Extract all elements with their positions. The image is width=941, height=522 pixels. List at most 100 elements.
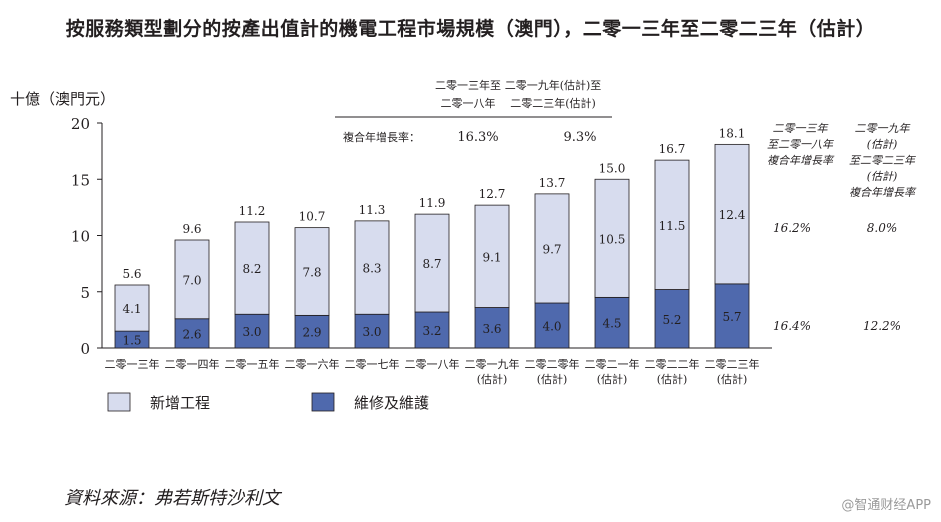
x-tick-label: (估計) [537,372,568,386]
data-label-total: 11.9 [419,196,446,210]
data-label-maintenance: 3.0 [242,325,261,339]
x-tick-label: 二零一五年 [225,357,280,371]
bar-maintenance [594,296,630,349]
x-tick-label: 二零一七年 [345,357,400,371]
data-label-maintenance: 4.0 [542,320,561,334]
side-cagr-header-2: 複合年增長率 [849,186,917,199]
y-tick-label: 15 [71,171,90,189]
cagr-header-period-2: 二零一九年(估計)至 [505,78,602,92]
data-label-total: 11.2 [239,204,266,218]
data-label-new-works: 8.3 [362,262,381,276]
y-tick-label: 5 [80,284,90,302]
data-label-new-works: 9.1 [482,250,501,264]
source-note: 資料來源：弗若斯特沙利文 [64,488,280,509]
side-cagr-maintenance-2: 12.2% [863,319,901,333]
data-label-maintenance: 2.6 [182,327,201,341]
bar-new-works [354,220,390,315]
bar-new-works [414,213,450,313]
data-label-total: 11.3 [359,203,386,217]
data-label-maintenance: 2.9 [302,326,321,340]
y-tick-label: 20 [71,115,90,133]
watermark: @智通财经APP [841,498,931,513]
legend-swatch-new-works [107,392,131,412]
data-label-maintenance: 5.7 [722,310,741,324]
bar-maintenance [174,318,210,349]
data-label-maintenance: 3.6 [482,322,501,336]
cagr-value-period-2: 9.3% [563,130,596,145]
cagr-header-period-1: 二零一三年至 [435,78,501,92]
bar-new-works [234,221,270,315]
data-label-new-works: 7.8 [302,266,321,280]
legend-swatch-maintenance [311,392,335,412]
data-label-new-works: 8.2 [242,262,261,276]
side-cagr-header-2: 二零一九年 [855,122,911,135]
data-label-new-works: 10.5 [599,232,626,246]
bar-maintenance [714,283,750,349]
x-tick-label: (估計) [657,372,688,386]
cagr-header-period-2: 二零二三年(估計) [510,96,596,110]
data-label-total: 16.7 [659,142,686,156]
legend-label-maintenance: 維修及維護 [354,394,429,412]
bar-maintenance [234,313,270,349]
side-cagr-maintenance-1: 16.4% [773,319,811,333]
bar-new-works [294,227,330,316]
side-cagr-header-1: 複合年增長率 [767,154,835,167]
data-label-maintenance: 3.2 [422,324,441,338]
chart-title: 按服務類型劃分的按產出值計的機電工程市場規模（澳門），二零一三年至二零二三年（估… [65,18,876,40]
data-label-maintenance: 3.0 [362,325,381,339]
side-cagr-header-1: 二零一三年 [773,122,829,135]
side-cagr-new-works-1: 16.2% [773,221,811,235]
x-tick-label: 二零二零年 [525,357,580,371]
data-label-new-works: 8.7 [422,257,441,271]
x-tick-label: 二零一六年 [285,357,340,371]
x-tick-label: (估計) [477,372,508,386]
data-label-total: 13.7 [539,176,566,190]
data-label-new-works: 7.0 [182,273,201,287]
bar-new-works [534,193,570,304]
data-label-total: 5.6 [122,267,141,281]
bar-new-works [714,143,750,285]
side-cagr-header-2: (估計) [867,138,898,151]
data-label-maintenance: 5.2 [662,313,681,327]
data-label-maintenance: 1.5 [122,334,141,348]
bar-new-works [114,284,150,332]
side-cagr-new-works-2: 8.0% [867,221,898,235]
x-tick-label: (估計) [717,372,748,386]
data-label-total: 10.7 [299,210,326,224]
x-tick-label: 二零一八年 [405,357,460,371]
x-tick-label: 二零一四年 [165,357,220,371]
cagr-row-label: 複合年增長率： [343,130,420,144]
data-label-new-works: 12.4 [719,208,746,222]
cagr-header-period-1: 二零一八年 [441,96,496,110]
side-cagr-header-2: 至二零二三年 [849,154,916,167]
data-label-total: 15.0 [599,161,626,175]
bar-new-works [654,159,690,290]
x-tick-label: 二零二一年 [585,357,640,371]
data-label-maintenance: 4.5 [602,317,621,331]
legend-label-new-works: 新增工程 [150,394,210,412]
bar-new-works [474,204,510,308]
data-label-total: 18.1 [719,126,746,140]
data-label-total: 12.7 [479,187,506,201]
bar-new-works [594,178,630,298]
x-tick-label: (估計) [597,372,628,386]
bar-maintenance [294,314,330,349]
y-tick-label: 0 [80,340,90,358]
y-tick-label: 10 [71,228,90,246]
bar-maintenance [534,302,570,349]
x-tick-label: 二零二二年 [645,357,700,371]
side-cagr-header-2: (估計) [867,170,898,183]
bar-maintenance [654,289,690,349]
x-tick-label: 二零一九年 [465,357,520,371]
data-label-new-works: 4.1 [122,302,141,316]
cagr-value-period-1: 16.3% [457,130,498,145]
x-tick-label: 二零一三年 [105,357,160,371]
y-axis-unit-label: 十億（澳門元） [10,90,115,108]
data-label-total: 9.6 [182,222,201,236]
bar-new-works [174,239,210,320]
data-label-new-works: 11.5 [659,219,686,233]
x-tick-label: 二零二三年 [705,357,760,371]
side-cagr-header-1: 至二零一八年 [767,138,834,151]
data-label-new-works: 9.7 [542,242,561,256]
